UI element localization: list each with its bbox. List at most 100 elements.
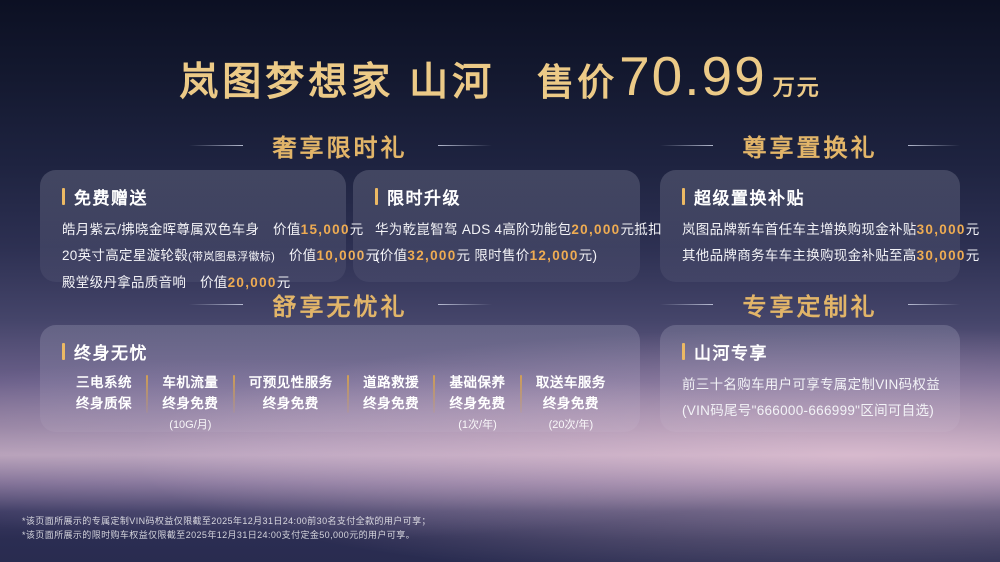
text-segment: 元: [350, 222, 364, 237]
offer-line: 前三十名购车用户可享专属定制VIN码权益: [682, 372, 940, 398]
section-header-tradein: 尊享置换礼: [660, 130, 960, 162]
offer-line: 华为乾崑智驾 ADS 4高阶功能包20,000元抵扣: [375, 217, 662, 243]
offer-line: 殿堂级丹拿品质音响 价值20,000元: [62, 270, 326, 296]
card-heading: 山河专享: [682, 339, 940, 364]
card-heading: 终身无忧: [62, 339, 620, 364]
price-number: 15,000: [300, 222, 350, 237]
price-number: 32,000: [407, 247, 457, 263]
section-title: 舒享无忧礼: [272, 293, 408, 321]
benefit-term: 终身质保: [76, 396, 132, 411]
benefit-note: (1次/年): [458, 419, 497, 431]
vertical-divider: [519, 375, 522, 413]
benefit-term: 终身免费: [162, 396, 219, 411]
section-title: 奢享限时礼: [272, 134, 408, 162]
text-segment: 元): [578, 247, 598, 263]
model-name: 岚图梦想家 山河: [179, 61, 496, 104]
benefit-item: 道路救援 终身免费: [353, 372, 429, 414]
divider-line: [660, 144, 713, 146]
page-title: 岚图梦想家 山河 售价 70.99 万元: [0, 44, 1000, 108]
card-lifetime-worryfree: 终身无忧 三电系统 终身质保 车机流量 终身免费 (10G/月) 可预见性服务 …: [40, 325, 640, 432]
section-title: 专享定制礼: [742, 293, 878, 321]
benefit-name: 车机流量: [162, 375, 219, 390]
benefit-note: (10G/月): [169, 419, 212, 431]
text-segment: 前三十名购车用户可享专属定制VIN码权益: [682, 377, 941, 392]
section-header-carefree: 舒享无忧礼: [40, 289, 640, 321]
card-tradein-subsidy: 超级置换补贴 岚图品牌新车首任车主增换购现金补贴30,000元 其他品牌商务车车…: [660, 170, 979, 282]
vertical-divider: [146, 375, 149, 413]
card-heading-text: 限时升级: [387, 189, 461, 208]
offer-line: 20英寸高定星漩轮毂(带岚图悬浮徽标) 价值10,000元: [62, 243, 379, 271]
benefit-item: 三电系统 终身质保: [66, 372, 142, 414]
text-segment: (带岚图悬浮徽标): [188, 250, 276, 263]
text-segment: 20英寸高定星漩轮毂: [62, 247, 189, 263]
text-segment: 其他品牌商务车车主换购现金补贴至高: [682, 247, 917, 263]
price-number: 20,000: [571, 222, 621, 237]
price-number: 20,000: [227, 275, 277, 290]
vertical-divider: [433, 375, 436, 413]
text-segment: 价值: [275, 247, 317, 263]
card-heading: 免费赠送: [62, 184, 326, 209]
benefit-name: 可预见性服务: [248, 375, 333, 390]
benefit-term: 终身免费: [449, 396, 506, 411]
benefit-term: 终身免费: [542, 396, 599, 411]
divider-line: [907, 303, 960, 305]
benefit-name: 道路救援: [363, 375, 420, 390]
gold-accent-bar: [682, 343, 685, 360]
price-number: 10,000: [316, 247, 366, 263]
benefit-name: 取送车服务: [535, 375, 606, 390]
benefit-note: (20次/年): [548, 419, 594, 431]
text-segment: 岚图品牌新车首任车主增换购现金补贴: [682, 222, 917, 237]
gold-accent-bar: [62, 343, 65, 360]
benefit-term: 终身免费: [262, 396, 319, 411]
offer-line: (价值32,000元 限时售价12,000元): [375, 243, 620, 269]
benefit-item: 车机流量 终身免费 (10G/月): [152, 372, 228, 433]
price-number: 30,000: [916, 247, 966, 263]
offer-line: 岚图品牌新车首任车主增换购现金补贴30,000元: [682, 217, 979, 243]
offer-line: 其他品牌商务车车主换购现金补贴至高30,000元: [682, 243, 979, 269]
card-heading-text: 终身无忧: [74, 344, 148, 363]
text-segment: 元: [366, 248, 380, 263]
divider-line: [660, 303, 713, 305]
text-segment: 元: [276, 275, 291, 290]
divider-line: [437, 303, 492, 305]
gold-accent-bar: [682, 188, 685, 205]
card-heading-text: 超级置换补贴: [694, 189, 805, 208]
offer-line: 皓月紫云/拂晓金晖尊属双色车身 价值15,000元: [62, 217, 363, 243]
card-heading-text: 免费赠送: [74, 189, 148, 208]
price-value: 70.99: [619, 45, 767, 107]
card-heading: 超级置换补贴: [682, 184, 940, 209]
footnote-line: *该页面所展示的限时购车权益仅限截至2025年12月31日24:00支付定金50…: [22, 529, 415, 540]
footnote-line: *该页面所展示的专属定制VIN码权益仅限截至2025年12月31日24:00前3…: [22, 516, 431, 526]
text-segment: (VIN码尾号"666000-666999"区间可自选): [682, 402, 935, 418]
divider-line: [437, 144, 492, 146]
benefit-name: 基础保养: [449, 375, 506, 390]
card-heading-text: 山河专享: [694, 344, 768, 363]
divider-line: [907, 144, 960, 146]
card-limited-upgrade: 限时升级 华为乾崑智驾 ADS 4高阶功能包20,000元抵扣 (价值32,00…: [353, 170, 662, 282]
gold-accent-bar: [62, 188, 65, 205]
price-number: 30,000: [916, 222, 966, 237]
text-segment: 殿堂级丹拿品质音响 价值: [62, 275, 228, 290]
vertical-divider: [232, 375, 235, 413]
card-free-gifts: 免费赠送 皓月紫云/拂晓金晖尊属双色车身 价值15,000元 20英寸高定星漩轮…: [40, 170, 379, 290]
text-segment: 华为乾崑智驾 ADS 4高阶功能包: [375, 222, 572, 237]
text-segment: 元: [965, 222, 980, 237]
text-segment: (价值: [375, 247, 408, 263]
benefit-item: 取送车服务 终身免费 (20次/年): [526, 372, 616, 433]
footnotes: *该页面所展示的专属定制VIN码权益仅限截至2025年12月31日24:00前3…: [22, 515, 431, 542]
divider-line: [188, 303, 243, 305]
offer-line: (VIN码尾号"666000-666999"区间可自选): [682, 398, 940, 424]
benefit-item: 可预见性服务 终身免费: [239, 372, 343, 414]
section-title: 尊享置换礼: [742, 134, 878, 162]
text-segment: 元抵扣: [620, 222, 662, 237]
vertical-divider: [346, 375, 349, 413]
text-segment: 元: [965, 247, 980, 263]
section-header-custom: 专享定制礼: [660, 289, 960, 321]
gold-accent-bar: [375, 188, 378, 205]
benefit-name: 三电系统: [76, 375, 132, 390]
price-number: 12,000: [529, 247, 579, 263]
benefit-term: 终身免费: [363, 396, 420, 411]
divider-line: [188, 144, 243, 146]
price-label: 售价: [537, 62, 618, 103]
